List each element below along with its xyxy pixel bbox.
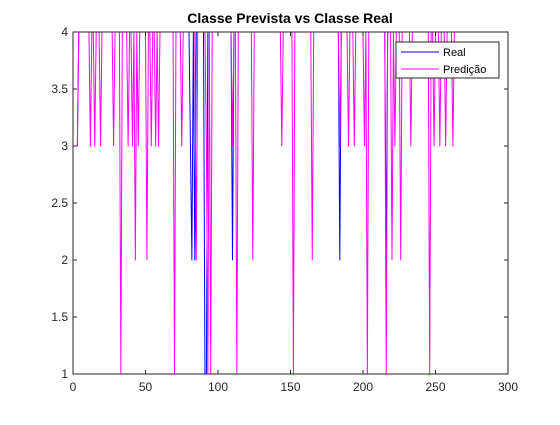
x-tick-label: 50 — [139, 380, 153, 394]
y-axis: 1 1.5 2 2.5 3 3.5 4 — [51, 25, 508, 381]
y-tick-label: 1.5 — [51, 310, 68, 324]
legend-box — [395, 41, 500, 79]
legend: Real Predição — [395, 41, 500, 79]
y-tick-label: 3.5 — [51, 82, 68, 96]
x-tick-label: 0 — [70, 380, 77, 394]
y-tick-label: 3 — [61, 139, 68, 153]
x-tick-label: 150 — [280, 380, 300, 394]
x-tick-label: 250 — [425, 380, 445, 394]
y-tick-label: 1 — [61, 367, 68, 381]
legend-label-real: Real — [443, 47, 466, 59]
y-tick-label: 2.5 — [51, 196, 68, 210]
x-tick-label: 100 — [208, 380, 228, 394]
y-tick-label: 2 — [61, 253, 68, 267]
legend-label-predicao: Predição — [443, 64, 486, 76]
x-tick-label: 200 — [353, 380, 373, 394]
x-axis: 0 50 100 150 200 250 300 — [70, 32, 518, 394]
y-tick-label: 4 — [61, 25, 68, 39]
plot-area — [73, 32, 508, 374]
chart-title: Classe Prevista vs Classe Real — [187, 10, 392, 26]
x-tick-label: 300 — [498, 380, 518, 394]
